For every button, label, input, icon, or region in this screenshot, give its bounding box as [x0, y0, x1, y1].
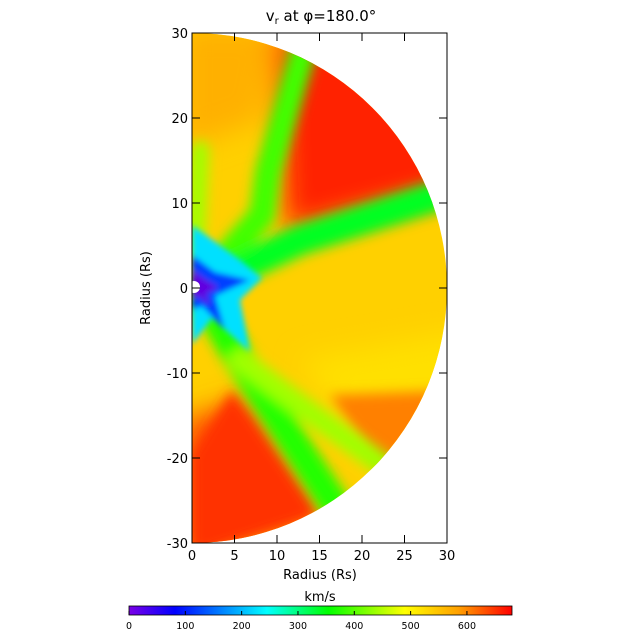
inner-boundary: [192, 281, 200, 293]
x-axis-label: Radius (Rs): [283, 568, 357, 583]
y-axis-ticks: -30 -20 -10 0 10 20 30: [167, 27, 447, 552]
x-tick-label: 0: [188, 549, 196, 564]
y-tick-label: 10: [171, 197, 188, 212]
y-tick-label: 20: [171, 112, 188, 127]
colorbar: [128, 605, 513, 616]
y-tick-label: -30: [167, 537, 188, 552]
colorbar-tick-label: 500: [402, 621, 420, 632]
colorbar-tick-label: 0: [126, 621, 132, 632]
heatmap-field: [192, 33, 447, 543]
title-main: v: [266, 7, 275, 25]
y-tick-label: 0: [180, 282, 188, 297]
title-subscript: r: [275, 16, 280, 27]
colorbar-tick-label: 400: [345, 621, 363, 632]
x-tick-label: 25: [396, 549, 413, 564]
colorbar-tick-label: 200: [233, 621, 251, 632]
colorbar-tick-label: 600: [458, 621, 476, 632]
colorbar-ticks: 0 100 200 300 400 500 600: [126, 611, 476, 632]
y-tick-label: -20: [167, 452, 188, 467]
colorbar-tick-label: 300: [289, 621, 307, 632]
core-blue: [192, 255, 250, 330]
colorbar-label: km/s: [304, 590, 336, 605]
lane-upper-diagonal: [192, 33, 318, 293]
region-fast-lower: [192, 390, 318, 543]
x-tick-label: 15: [311, 549, 328, 564]
x-tick-label: 20: [354, 549, 371, 564]
y-tick-label: 30: [171, 27, 188, 42]
x-axis-ticks: 0 5 10 15 20 25 30: [188, 33, 455, 564]
y-tick-label: -10: [167, 367, 188, 382]
colorbar-tick-label: 100: [176, 621, 194, 632]
core-purple: [192, 270, 218, 305]
x-tick-label: 30: [439, 549, 456, 564]
y-axis-label: Radius (Rs): [139, 251, 154, 325]
region-upper-left: [192, 33, 280, 150]
lane-lower-branch: [229, 349, 401, 481]
x-tick-label: 5: [230, 549, 238, 564]
title-rest: at φ=180.0°: [279, 7, 377, 25]
x-tick-label: 10: [269, 549, 286, 564]
chart-title: vr at φ=180.0°: [266, 7, 377, 27]
